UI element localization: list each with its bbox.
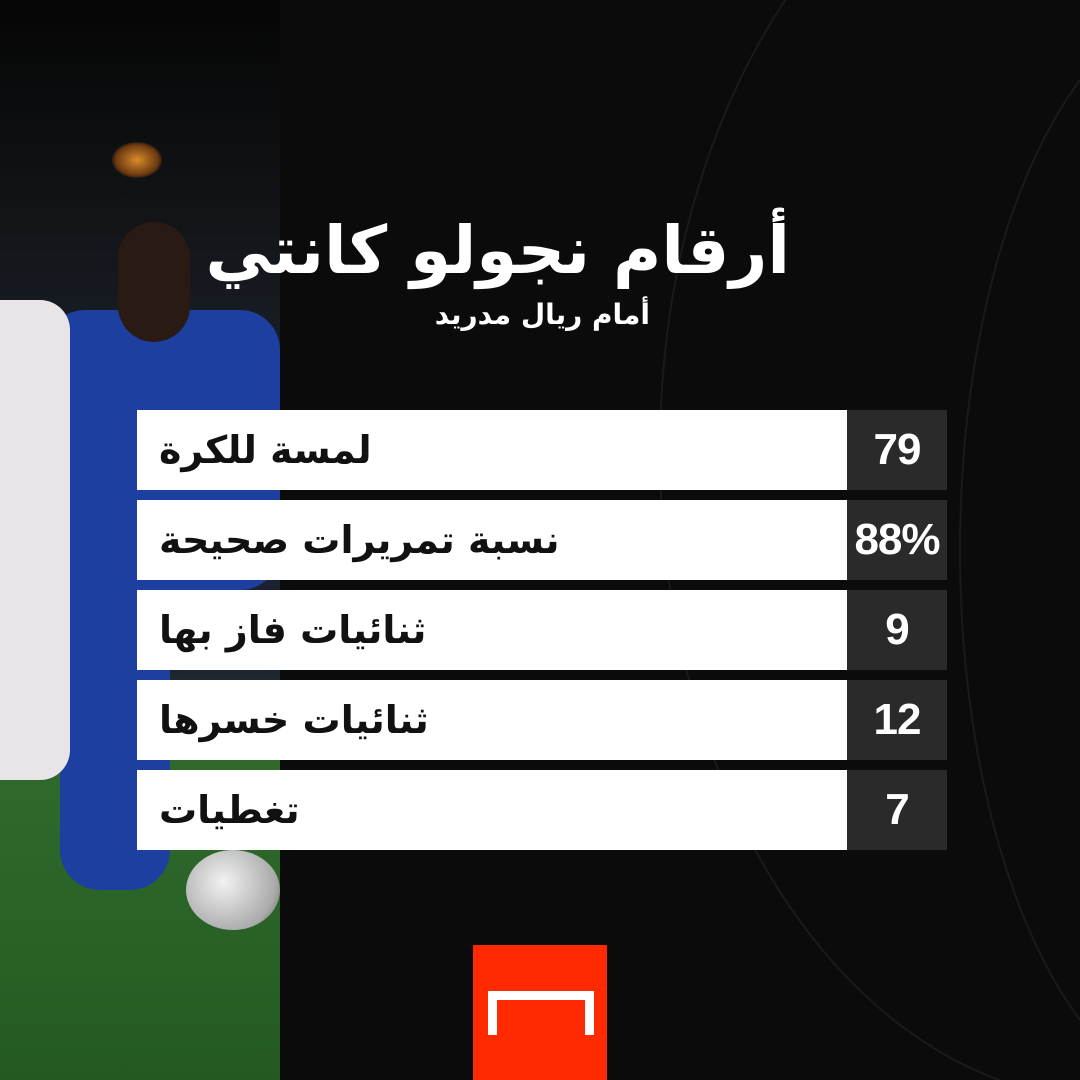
stadium-light (112, 142, 162, 178)
opponent-player (0, 300, 70, 780)
player-head (118, 222, 190, 342)
stat-row: نسبة تمريرات صحيحة 88% (137, 500, 947, 580)
stat-label-box: لمسة للكرة (137, 410, 847, 490)
stat-row: ثنائيات فاز بها 9 (137, 590, 947, 670)
stat-label: تغطيات (159, 788, 300, 832)
stat-label: ثنائيات فاز بها (159, 608, 427, 652)
page-subtitle: أمام ريال مدريد (434, 298, 650, 331)
stat-label-box: ثنائيات فاز بها (137, 590, 847, 670)
stat-label: ثنائيات خسرها (159, 698, 429, 742)
stat-value: 88% (847, 500, 947, 580)
stat-label-box: ثنائيات خسرها (137, 680, 847, 760)
stat-row: تغطيات 7 (137, 770, 947, 850)
goal-logo-icon (473, 945, 607, 1080)
stat-label-box: نسبة تمريرات صحيحة (137, 500, 847, 580)
stat-row: لمسة للكرة 79 (137, 410, 947, 490)
goal-frame-icon (488, 991, 594, 1035)
stat-label-box: تغطيات (137, 770, 847, 850)
page-title: أرقام نجولو كانتي (205, 212, 791, 289)
background-arc (959, 78, 1080, 1022)
stat-label: لمسة للكرة (159, 428, 372, 472)
stat-value: 12 (847, 680, 947, 760)
stat-row: ثنائيات خسرها 12 (137, 680, 947, 760)
stat-label: نسبة تمريرات صحيحة (159, 518, 560, 562)
stat-value: 79 (847, 410, 947, 490)
stat-value: 7 (847, 770, 947, 850)
football (186, 850, 280, 930)
stat-value: 9 (847, 590, 947, 670)
